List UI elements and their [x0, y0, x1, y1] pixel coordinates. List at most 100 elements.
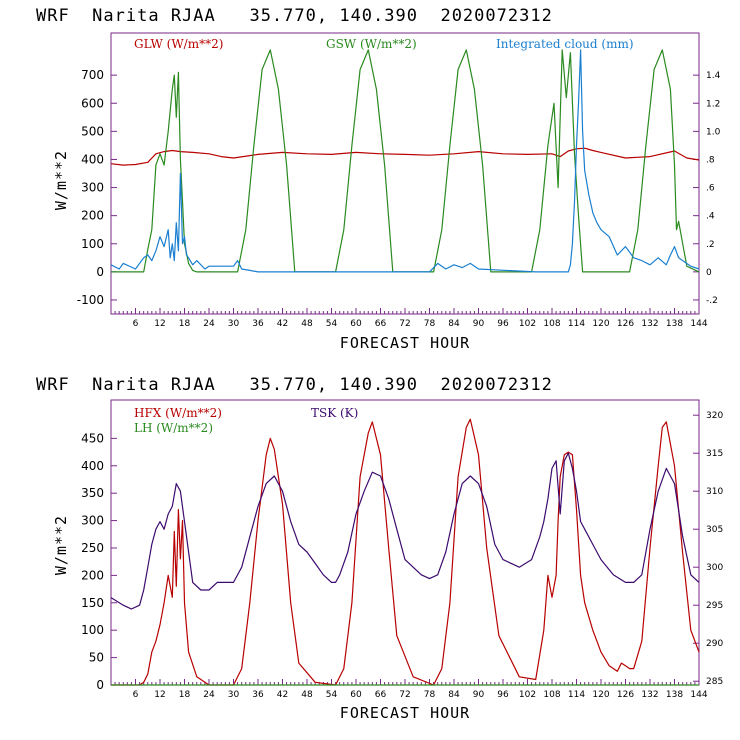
x-tick-label: 66 — [375, 319, 387, 329]
x-tick-label: 114 — [568, 319, 585, 329]
x-tick-label: 84 — [448, 690, 460, 700]
series-tsk-line — [110, 452, 700, 610]
x-tick-label: 60 — [350, 319, 362, 329]
series-hfx-line — [111, 418, 700, 686]
series-group-top — [110, 49, 700, 273]
legend-gsw: GSW (W/m**2) — [326, 37, 417, 51]
x-tick-label: 102 — [519, 319, 536, 329]
y-tick-label: 450 — [81, 431, 104, 445]
chart-title-top: WRF Narita RJAA 35.770, 140.390 20200723… — [36, 6, 553, 26]
x-tick-label: 18 — [179, 690, 191, 700]
y-tick-label: 0 — [96, 265, 104, 279]
y2-tick-label: 310 — [706, 487, 723, 497]
x-tick-label: 12 — [154, 690, 165, 700]
x-tick-label: 96 — [497, 319, 509, 329]
y2-tick-label: 1.4 — [706, 71, 721, 81]
x-axis-label-top: FORECAST HOUR — [340, 334, 470, 352]
x-tick-label: 120 — [592, 319, 609, 329]
x-tick-label: 66 — [375, 690, 387, 700]
y-axis-right-bottom: 285 290 295 300 305 310 315 320 — [693, 411, 723, 687]
x-tick-label: 48 — [301, 690, 313, 700]
y-tick-label: 300 — [81, 514, 104, 528]
x-tick-label: 24 — [203, 319, 215, 329]
series-gsw-line — [111, 49, 700, 273]
x-tick-label: 72 — [399, 319, 410, 329]
y-tick-label: 500 — [81, 124, 104, 138]
y2-tick-label: 1.2 — [706, 99, 720, 109]
x-tick-label: 6 — [133, 319, 139, 329]
x-tick-label: 24 — [203, 690, 215, 700]
y-tick-label: 200 — [81, 568, 104, 582]
y2-tick-label: 290 — [706, 639, 723, 649]
x-tick-label: 144 — [690, 319, 707, 329]
y2-tick-label: 295 — [706, 601, 723, 611]
x-tick-label: 132 — [641, 319, 658, 329]
y2-tick-label: 0 — [706, 268, 712, 278]
x-tick-label: 144 — [690, 690, 707, 700]
y2-tick-label: 285 — [706, 677, 723, 687]
series-group-bottom — [110, 418, 700, 686]
chart-panel-heat-flux: WRF Narita RJAA 35.770, 140.390 20200723… — [36, 375, 723, 722]
x-tick-label: 90 — [473, 690, 485, 700]
y-tick-label: 400 — [81, 152, 104, 166]
y-tick-label: 100 — [81, 623, 104, 637]
y-tick-label: -100 — [77, 293, 104, 307]
y-axis-left-bottom: 0 50 100 150 200 250 300 350 400 450 — [81, 431, 117, 692]
y2-tick-label: 1.0 — [706, 127, 721, 137]
x-tick-label: 96 — [497, 690, 509, 700]
x-tick-label: 102 — [519, 690, 536, 700]
x-tick-label: 42 — [277, 319, 288, 329]
x-tick-label: 132 — [641, 690, 658, 700]
x-tick-label: 36 — [252, 319, 264, 329]
x-tick-label: 90 — [473, 319, 485, 329]
y-tick-label: 600 — [81, 96, 104, 110]
x-tick-label: 54 — [326, 690, 338, 700]
y-axis-right-top: -.2 0 .2 .4 .6 .8 1.0 1.2 1.4 — [693, 71, 721, 306]
x-tick-label: 120 — [592, 690, 609, 700]
y2-tick-label: 305 — [706, 525, 723, 535]
x-tick-label: 138 — [666, 690, 683, 700]
x-tick-label: 114 — [568, 690, 585, 700]
y-axis-left-top: -100 0 100 200 300 400 500 600 700 — [77, 68, 117, 307]
x-tick-label: 42 — [277, 690, 288, 700]
y-tick-label: 100 — [81, 237, 104, 251]
x-tick-label: 30 — [228, 690, 240, 700]
x-axis-label-bottom: FORECAST HOUR — [340, 704, 470, 722]
chart-panel-radiation: WRF Narita RJAA 35.770, 140.390 20200723… — [36, 6, 721, 352]
legend-hfx: HFX (W/m**2) — [134, 406, 222, 420]
x-tick-label: 72 — [399, 690, 410, 700]
y-tick-label: 50 — [89, 651, 104, 665]
y2-tick-label: .4 — [706, 212, 715, 222]
y-axis-label-top: W/m**2 — [52, 150, 70, 210]
y-tick-label: 400 — [81, 459, 104, 473]
y2-tick-label: .2 — [706, 240, 715, 250]
y2-tick-label: .8 — [706, 155, 715, 165]
x-tick-label: 126 — [617, 690, 634, 700]
x-tick-label: 126 — [617, 319, 634, 329]
series-integrated-cloud-line — [110, 49, 700, 273]
y2-tick-label: 315 — [706, 449, 723, 459]
x-tick-label: 6 — [133, 690, 139, 700]
y-tick-label: 300 — [81, 181, 104, 195]
y2-tick-label: -.2 — [706, 296, 718, 306]
x-tick-label: 84 — [448, 319, 460, 329]
chart-title-bottom: WRF Narita RJAA 35.770, 140.390 20200723… — [36, 375, 553, 395]
x-tick-label: 78 — [424, 319, 436, 329]
x-tick-label: 36 — [252, 690, 264, 700]
x-tick-label: 60 — [350, 690, 362, 700]
y-tick-label: 150 — [81, 596, 104, 610]
y-tick-label: 0 — [96, 678, 104, 692]
series-glw-line — [110, 147, 700, 166]
y2-tick-label: 300 — [706, 563, 723, 573]
x-tick-label: 108 — [543, 690, 560, 700]
x-tick-label: 48 — [301, 319, 313, 329]
y2-tick-label: .6 — [706, 184, 715, 194]
y-tick-label: 350 — [81, 486, 104, 500]
y2-tick-label: 320 — [706, 411, 723, 421]
x-tick-label: 54 — [326, 319, 338, 329]
x-tick-label: 78 — [424, 690, 436, 700]
y-tick-label: 200 — [81, 209, 104, 223]
x-tick-label: 30 — [228, 319, 240, 329]
x-tick-label: 12 — [154, 319, 165, 329]
